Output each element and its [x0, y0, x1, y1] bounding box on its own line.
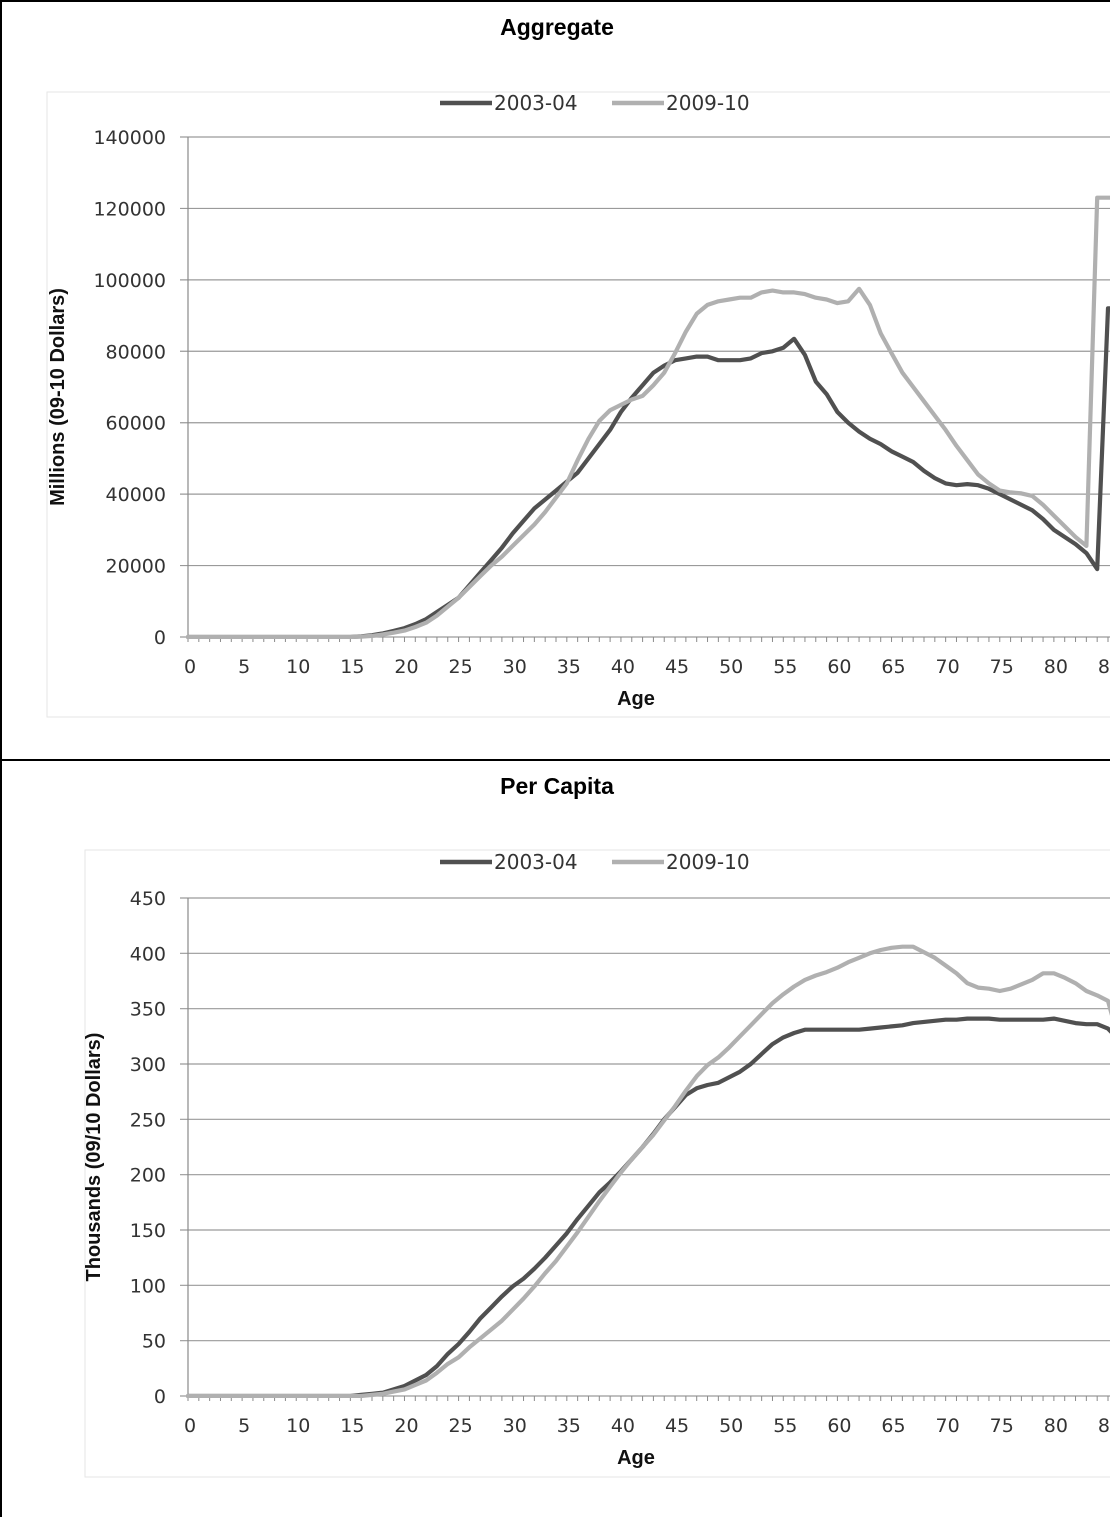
x-tick-label: 55 — [773, 1415, 797, 1437]
series-line-2009-10 — [186, 195, 1110, 639]
x-tick-label: 80 — [1044, 656, 1068, 678]
x-tick-label: 5 — [238, 1415, 250, 1437]
x-tick-label: 30 — [503, 656, 527, 678]
y-tick-label: 100 — [130, 1275, 166, 1297]
x-tick-label: 20 — [394, 656, 418, 678]
x-tick-label: 85 — [1098, 656, 1110, 678]
y-tick-label: 60000 — [106, 413, 166, 435]
aggregate-chart: 0 20000 40000 60000 80000 100000 120000 140000 0… — [46, 91, 1110, 718]
x-tick-label: 65 — [881, 656, 905, 678]
y-tick-label: 200 — [130, 1165, 166, 1187]
x-tick-label: 75 — [990, 656, 1014, 678]
y-tick-label: 0 — [154, 627, 166, 649]
per-capita-panel: Per Capita 0 50 100 150 200 250 300 350 400 450 0 5… — [0, 759, 1110, 1517]
x-tick-label: 35 — [557, 656, 581, 678]
x-tick-label: 75 — [990, 1415, 1014, 1437]
y-tick-label: 20000 — [106, 556, 166, 578]
y-tick-label: 250 — [130, 1109, 166, 1131]
y-tick-label: 140000 — [93, 127, 166, 149]
x-tick-label: 85 — [1098, 1415, 1110, 1437]
y-tick-label: 40000 — [106, 484, 166, 506]
x-tick-label: 10 — [286, 656, 310, 678]
y-tick-label: 0 — [154, 1386, 166, 1408]
y-tick-label: 120000 — [93, 198, 166, 220]
per-capita-chart: 0 50 100 150 200 250 300 350 400 450 0 5 10 15 20 25 30 3… — [83, 849, 1110, 1478]
x-tick-label: 10 — [286, 1415, 310, 1437]
x-tick-label: 5 — [238, 656, 250, 678]
y-tick-label: 350 — [130, 999, 166, 1021]
x-tick-label: 45 — [665, 656, 689, 678]
x-tick-label: 0 — [184, 656, 196, 678]
series-line-2009-10 — [186, 944, 1110, 1398]
x-tick-label: 50 — [719, 1415, 743, 1437]
x-tick-label: 35 — [557, 1415, 581, 1437]
y-tick-label: 100000 — [93, 270, 166, 292]
x-tick-label: 15 — [340, 656, 364, 678]
x-tick-label: 70 — [936, 1415, 960, 1437]
x-tick-label: 15 — [340, 1415, 364, 1437]
x-tick-label: 40 — [611, 1415, 635, 1437]
x-tick-label: 55 — [773, 656, 797, 678]
x-tick-label: 25 — [448, 1415, 472, 1437]
x-tick-label: 60 — [827, 1415, 851, 1437]
x-tick-label: 30 — [503, 1415, 527, 1437]
chart-title: Per Capita — [500, 773, 614, 799]
y-tick-label: 300 — [130, 1054, 166, 1076]
legend-label: 2009-10 — [666, 850, 750, 874]
legend-label: 2003-04 — [494, 91, 578, 115]
x-tick-label: 60 — [827, 656, 851, 678]
y-tick-label: 150 — [130, 1220, 166, 1242]
y-axis-title: Millions (09-10 Dollars) — [47, 288, 69, 506]
aggregate-panel: Aggregate 0 20000 40000 60000 80000 100000 120… — [0, 0, 1110, 760]
y-tick-label: 50 — [142, 1331, 166, 1353]
x-axis-title: Age — [617, 1447, 655, 1469]
x-tick-label: 70 — [936, 656, 960, 678]
x-tick-label: 65 — [881, 1415, 905, 1437]
x-tick-label: 50 — [719, 656, 743, 678]
x-tick-label: 25 — [448, 656, 472, 678]
chart-frame — [46, 91, 1110, 718]
legend-label: 2003-04 — [494, 850, 578, 874]
chart-frame — [84, 849, 1110, 1478]
x-axis-title: Age — [617, 688, 655, 710]
y-tick-label: 400 — [130, 943, 166, 965]
y-axis-title: Thousands (09/10 Dollars) — [83, 1033, 105, 1282]
x-tick-label: 80 — [1044, 1415, 1068, 1437]
chart-title: Aggregate — [500, 14, 614, 40]
legend-label: 2009-10 — [666, 91, 750, 115]
x-tick-label: 20 — [394, 1415, 418, 1437]
x-tick-label: 45 — [665, 1415, 689, 1437]
x-tick-label: 0 — [184, 1415, 196, 1437]
y-tick-label: 450 — [130, 888, 166, 910]
y-tick-label: 80000 — [106, 341, 166, 363]
x-tick-label: 40 — [611, 656, 635, 678]
